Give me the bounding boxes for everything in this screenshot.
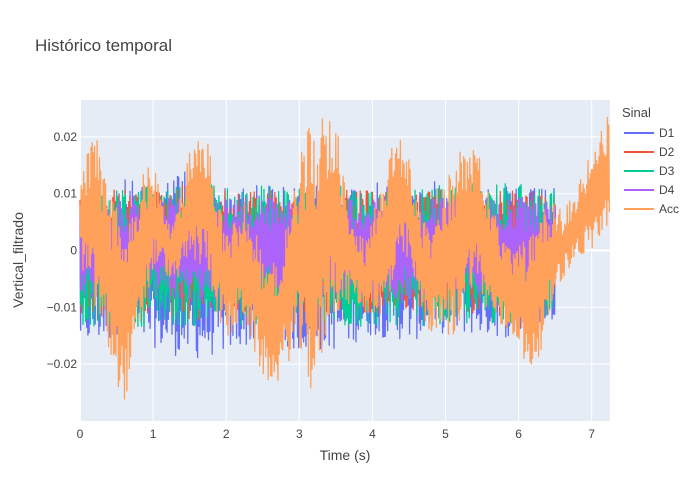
legend-label: D3 <box>659 164 675 178</box>
y-axis-ticks: −0.02 −0.01 0 0.01 0.02 <box>47 130 78 371</box>
x-tick-label: 6 <box>515 427 522 441</box>
x-tick-label: 1 <box>150 427 157 441</box>
y-tick-label: 0.01 <box>54 187 78 201</box>
chart-title: Histórico temporal <box>35 36 172 55</box>
x-tick-label: 5 <box>442 427 449 441</box>
x-axis-ticks: 0 1 2 3 4 5 6 7 <box>77 427 596 441</box>
x-tick-label: 4 <box>369 427 376 441</box>
y-tick-label: −0.01 <box>47 300 78 314</box>
legend-label: D2 <box>659 145 675 159</box>
legend-label: D1 <box>659 126 675 140</box>
legend-label: Acc <box>659 202 679 216</box>
series-layer <box>79 116 610 400</box>
x-tick-label: 7 <box>588 427 595 441</box>
legend-item-d3[interactable]: D3 <box>624 164 675 178</box>
legend-item-d1[interactable]: D1 <box>624 126 675 140</box>
legend-item-d2[interactable]: D2 <box>624 145 675 159</box>
legend-label: D4 <box>659 183 675 197</box>
x-axis-title: Time (s) <box>320 447 371 463</box>
legend-item-d4[interactable]: D4 <box>624 183 675 197</box>
legend-item-acc[interactable]: Acc <box>624 202 679 216</box>
legend: Sinal D1 D2 D3 D4 Acc <box>622 105 679 216</box>
x-tick-label: 0 <box>77 427 84 441</box>
y-tick-label: 0 <box>70 244 77 258</box>
y-tick-label: −0.02 <box>47 357 78 371</box>
y-axis-title: Vertical_filtrado <box>10 212 26 308</box>
x-tick-label: 3 <box>296 427 303 441</box>
x-tick-label: 2 <box>223 427 230 441</box>
y-tick-label: 0.02 <box>54 130 78 144</box>
plot-area <box>79 100 610 421</box>
legend-title: Sinal <box>622 105 651 120</box>
series-line-acc <box>79 116 610 400</box>
